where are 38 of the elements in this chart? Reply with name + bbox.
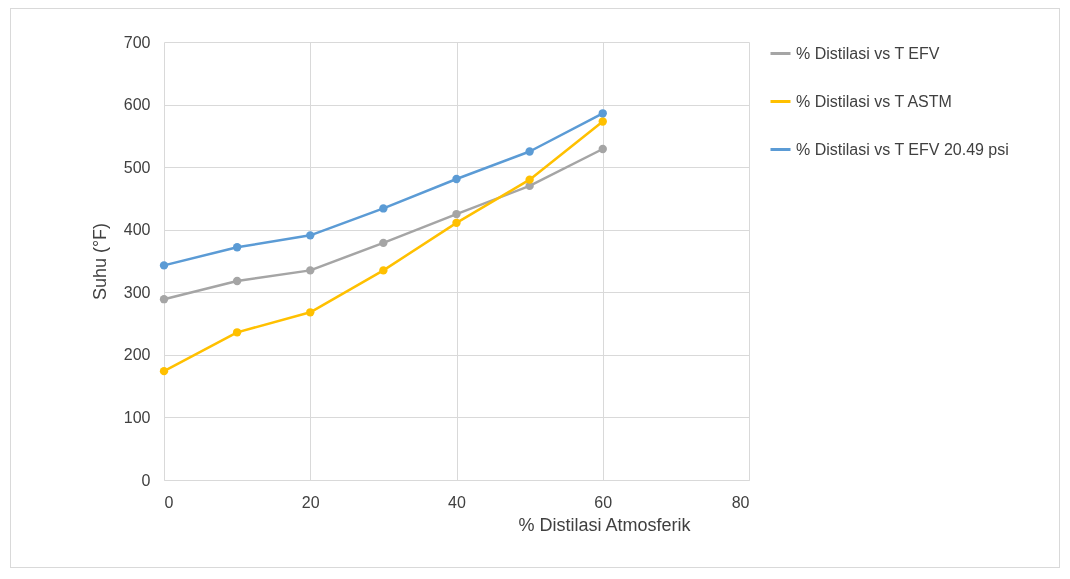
x-tick-label: 60 bbox=[594, 493, 613, 511]
legend-label: % Distilasi vs T EFV bbox=[796, 44, 940, 62]
y-tick-label: 500 bbox=[123, 158, 151, 176]
legend-label: % Distilasi vs T ASTM bbox=[796, 92, 952, 110]
point bbox=[598, 144, 607, 154]
point bbox=[525, 175, 534, 184]
point bbox=[525, 147, 534, 156]
x-tick-label: 80 bbox=[731, 493, 750, 511]
point bbox=[232, 243, 242, 252]
y-axis-title: Suhu (°F) bbox=[89, 222, 110, 301]
x-tick-label: 20 bbox=[301, 493, 320, 511]
point bbox=[452, 174, 461, 184]
y-tick-label: 100 bbox=[123, 408, 151, 426]
y-tick-label: 300 bbox=[123, 283, 151, 301]
y-tick-label: 600 bbox=[123, 96, 151, 114]
point bbox=[598, 117, 607, 126]
point bbox=[159, 261, 169, 270]
point bbox=[232, 276, 242, 286]
point bbox=[306, 266, 315, 275]
point bbox=[598, 109, 607, 118]
x-tick-label: 0 bbox=[164, 493, 174, 511]
x-tick-label: 40 bbox=[448, 493, 466, 511]
y-tick-label: 400 bbox=[123, 221, 151, 239]
legend-label: % Distilasi vs T EFV 20.49 psi bbox=[796, 140, 1009, 158]
y-tick-label: 200 bbox=[123, 346, 151, 364]
point bbox=[159, 294, 169, 304]
point bbox=[306, 308, 315, 317]
x-axis-title: % Distilasi Atmosferik bbox=[518, 514, 692, 535]
point bbox=[452, 209, 461, 219]
point bbox=[306, 231, 315, 240]
point bbox=[379, 266, 388, 275]
point bbox=[159, 366, 169, 376]
point bbox=[379, 238, 388, 248]
point bbox=[452, 218, 461, 228]
point bbox=[232, 328, 242, 337]
y-tick-label: 0 bbox=[141, 471, 151, 489]
point bbox=[379, 204, 388, 213]
y-tick-label: 700 bbox=[123, 33, 151, 51]
